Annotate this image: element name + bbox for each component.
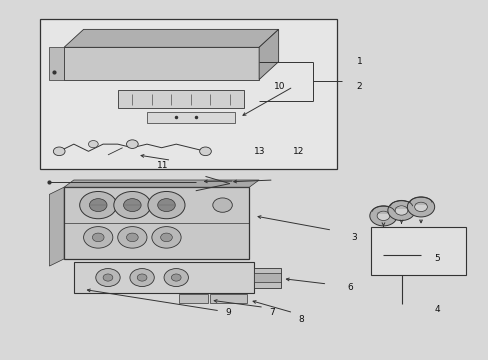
Circle shape: [80, 192, 117, 219]
Circle shape: [114, 192, 151, 219]
Circle shape: [160, 233, 172, 242]
Text: 6: 6: [346, 283, 352, 292]
Bar: [210, 294, 246, 303]
Circle shape: [199, 147, 211, 156]
Text: 10: 10: [273, 82, 285, 91]
Bar: [254, 273, 281, 282]
Polygon shape: [118, 90, 244, 108]
Bar: [370, 226, 466, 275]
Text: 3: 3: [351, 233, 357, 242]
Polygon shape: [64, 47, 259, 80]
Circle shape: [152, 226, 181, 248]
Bar: [74, 262, 254, 293]
Bar: [178, 294, 207, 303]
Circle shape: [88, 140, 98, 148]
Circle shape: [387, 201, 414, 221]
Polygon shape: [64, 180, 259, 187]
Polygon shape: [49, 47, 64, 80]
Polygon shape: [147, 112, 234, 123]
Circle shape: [137, 274, 147, 281]
Circle shape: [414, 202, 427, 212]
Text: 11: 11: [157, 161, 168, 170]
Text: 5: 5: [434, 255, 440, 264]
Circle shape: [148, 192, 184, 219]
Text: 13: 13: [254, 147, 265, 156]
Text: 7: 7: [268, 308, 274, 317]
Polygon shape: [259, 30, 278, 80]
Circle shape: [92, 233, 104, 242]
Circle shape: [130, 269, 154, 287]
Circle shape: [171, 274, 181, 281]
Circle shape: [407, 197, 434, 217]
Text: 9: 9: [224, 308, 230, 317]
Circle shape: [376, 211, 389, 221]
Circle shape: [96, 269, 120, 287]
Bar: [64, 187, 249, 259]
Text: 12: 12: [293, 147, 304, 156]
Bar: [254, 268, 281, 288]
Polygon shape: [64, 30, 278, 47]
Circle shape: [53, 147, 65, 156]
Bar: [40, 19, 336, 169]
Circle shape: [394, 206, 407, 215]
Circle shape: [212, 198, 232, 212]
Text: 2: 2: [356, 82, 362, 91]
Circle shape: [89, 199, 107, 212]
Circle shape: [158, 199, 175, 212]
Circle shape: [123, 199, 141, 212]
Circle shape: [369, 206, 396, 226]
Circle shape: [118, 226, 147, 248]
Circle shape: [83, 226, 113, 248]
Text: 1: 1: [356, 57, 362, 66]
Circle shape: [126, 140, 138, 148]
Polygon shape: [49, 187, 64, 266]
Circle shape: [163, 269, 188, 287]
Circle shape: [103, 274, 113, 281]
Text: 4: 4: [434, 305, 439, 314]
Circle shape: [126, 233, 138, 242]
Text: 8: 8: [298, 315, 303, 324]
